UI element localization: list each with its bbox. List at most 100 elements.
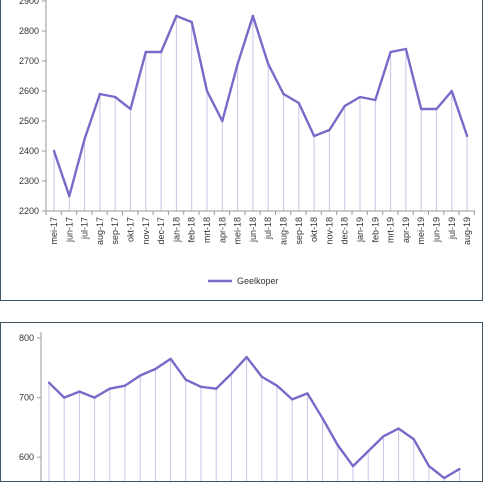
data-point [427,464,431,468]
x-tick-label: jul-17 [80,217,90,240]
x-tick-label: apr-18 [217,217,227,243]
data-point [443,476,446,480]
x-tick-label: jun-19 [432,217,442,243]
x-tick-label: okt-17 [126,217,136,242]
data-point [267,62,270,66]
data-point [114,95,117,99]
x-tick-label: jul-19 [447,217,457,240]
data-point [458,467,461,471]
chart-panel-top: 2200 2300 2400 2500 2600 2700 2800 2900 mei-17 ju… [0,0,483,301]
x-tick-label: jan-19 [355,217,365,243]
x-tick-label: sep-18 [294,217,304,245]
data-point [389,50,392,54]
data-point [144,50,147,54]
x-tick-label: mei-18 [233,217,243,245]
data-point [374,98,377,102]
data-point [358,95,362,99]
data-point [123,384,127,387]
data-point [190,20,193,24]
data-point [199,385,203,389]
x-tick-label: mrt-19 [386,217,396,243]
data-point [291,398,294,401]
data-point [382,435,385,438]
data-point [450,89,453,93]
data-point [336,444,339,447]
data-point [68,194,71,198]
data-point [297,101,300,105]
y-tick-label: 800 [19,333,34,343]
x-tick-label: mei-17 [49,217,59,245]
chart-top: 2200 2300 2400 2500 2600 2700 2800 2900 mei-17 ju… [19,0,476,286]
x-tick-label: mrt-18 [202,217,212,243]
chart-panel-bottom: 600 700 800 [0,322,483,482]
y-tick-label: 2300 [19,176,39,186]
data-point [98,92,102,96]
x-tick-label: nov-17 [141,217,151,245]
data-point [412,438,415,441]
x-tick-label: apr-19 [401,217,411,243]
data-point [159,50,163,54]
data-point [47,381,51,384]
data-point [93,396,96,399]
data-point [63,396,66,399]
data-point [245,355,248,359]
data-point [78,390,81,393]
y-tick-label: 2900 [19,0,39,6]
data-point [343,104,346,108]
chart-bottom: 600 700 800 [19,332,461,481]
data-point [221,119,224,123]
y-tick-label: 2700 [19,56,39,66]
legend-label: Geelkoper [237,276,279,286]
data-point [83,137,86,141]
data-point [397,427,400,430]
x-tick-label: okt-18 [309,217,319,242]
x-tick-label: sep-17 [110,217,120,245]
y-tick-label: 2600 [19,86,39,96]
data-point [328,128,331,132]
data-point [175,14,178,18]
y-tick-label: 2800 [19,26,39,36]
data-point [154,367,157,371]
series-line [52,14,469,198]
data-point [230,372,233,375]
data-point [169,357,172,361]
x-tick-label: mei-19 [416,217,426,245]
data-point [275,384,279,387]
data-point [205,89,209,93]
data-point [282,92,285,96]
data-point [306,392,309,395]
data-point [139,374,142,377]
data-point [129,107,132,111]
data-point [404,47,408,51]
data-point [236,62,239,66]
x-tick-label: aug-18 [279,217,289,245]
x-tick-label: aug-19 [462,217,472,245]
data-point [351,464,355,468]
x-tick-label: dec-18 [340,217,350,245]
data-point [260,375,263,378]
x-tick-label: jul-18 [263,217,273,240]
data-point [251,14,255,18]
data-point [367,450,370,453]
y-tick-label: 2500 [19,116,39,126]
data-point [465,134,469,138]
y-tick-label: 2200 [19,206,39,216]
data-point [321,417,324,420]
x-tick-label: nov-18 [324,217,334,245]
data-point [312,134,316,138]
data-point [215,387,218,390]
y-tick-label: 2400 [19,146,39,156]
data-point [184,378,187,381]
data-point [420,107,423,111]
data-point [52,149,56,153]
x-tick-label: aug-17 [95,217,105,245]
x-tick-label: feb-19 [370,217,380,243]
x-tick-label: jan-18 [171,217,181,243]
data-point [435,107,438,111]
x-tick-label: feb-18 [187,217,197,243]
y-tick-label: 700 [19,393,34,403]
x-tick-label: jun-17 [64,217,74,243]
x-tick-label: dec-17 [156,217,166,245]
x-tick-label: jun-18 [248,217,258,243]
y-tick-label: 600 [19,452,34,462]
